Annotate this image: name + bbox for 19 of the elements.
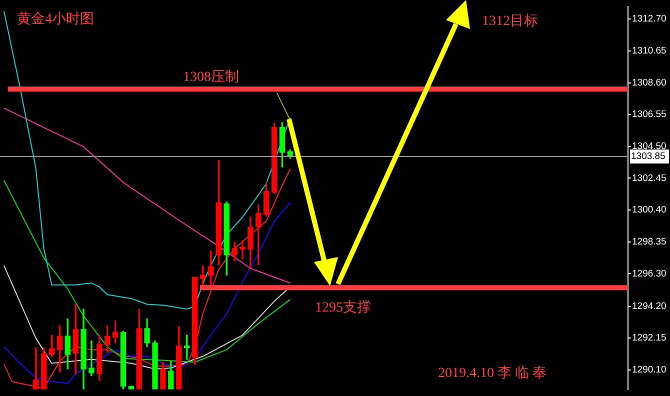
y-tick-label: 1302.45 — [632, 172, 666, 184]
y-tick-label: 1304.50 — [632, 141, 666, 152]
ref-line-label: 1303.85 — [631, 151, 666, 162]
chart-title: 黄金4小时图 — [17, 10, 94, 28]
y-tick-label: 1310.65 — [632, 46, 666, 57]
y-tick-label: 1300.40 — [632, 204, 666, 216]
y-tick-label: 1306.55 — [632, 109, 666, 120]
annotation: 2019.4.10 李 临 奉 — [438, 364, 546, 382]
y-tick-label: 1294.20 — [632, 300, 666, 312]
y-tick-label: 1296.30 — [632, 268, 666, 280]
candlestick — [240, 240, 246, 260]
y-tick-label: 1312.70 — [632, 14, 666, 25]
y-tick-label: 1292.15 — [632, 332, 666, 344]
annotation: 1312目标 — [482, 12, 538, 30]
ref-line-label: 1295支撑 — [315, 300, 371, 316]
y-tick-label: 1298.35 — [632, 236, 666, 248]
y-tick-label: 1308.60 — [632, 77, 666, 88]
ref-line-label: 1308压制 — [183, 68, 239, 85]
y-tick-label: 1290.10 — [632, 364, 666, 376]
